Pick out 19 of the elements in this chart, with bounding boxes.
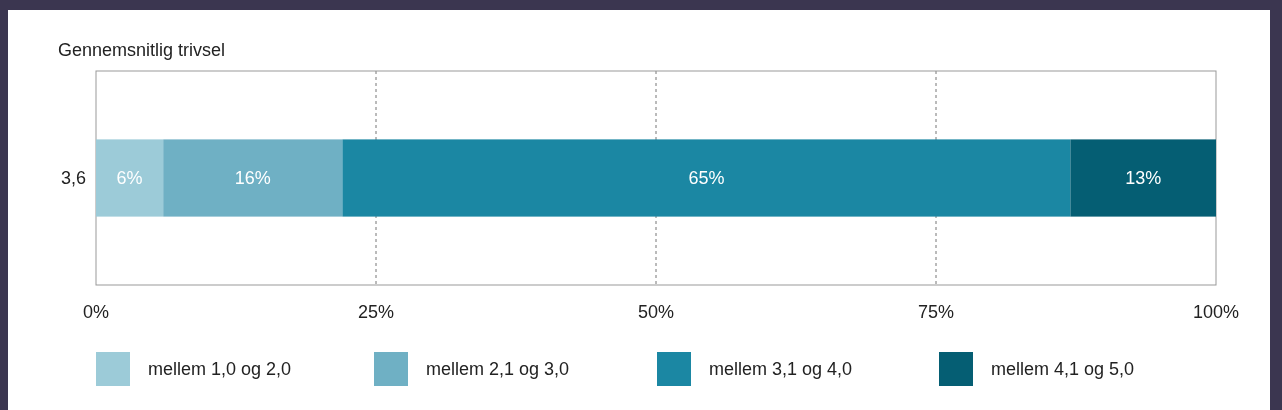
y-tick-label: 3,6 — [60, 168, 86, 189]
legend-label: mellem 1,0 og 2,0 — [148, 359, 292, 380]
chart-title: Gennemsnitlig trivsel — [58, 40, 226, 60]
x-tick-label: 75% — [917, 302, 955, 322]
data-label: 65% — [688, 168, 725, 189]
x-tick-label: 0% — [82, 302, 110, 322]
data-label: 13% — [1125, 168, 1162, 189]
bar — [342, 139, 1071, 217]
legend-label: mellem 4,1 og 5,0 — [991, 359, 1135, 380]
x-tick-label: 100% — [1192, 302, 1240, 322]
x-tick-label: 50% — [637, 302, 675, 322]
bar — [1070, 139, 1216, 217]
x-tick-label: 25% — [357, 302, 395, 322]
data-label: 6% — [116, 168, 143, 189]
bar — [163, 139, 343, 217]
data-label: 16% — [234, 168, 271, 189]
legend-label: mellem 2,1 og 3,0 — [426, 359, 570, 380]
bar — [96, 139, 164, 217]
legend-label: mellem 3,1 og 4,0 — [709, 359, 853, 380]
